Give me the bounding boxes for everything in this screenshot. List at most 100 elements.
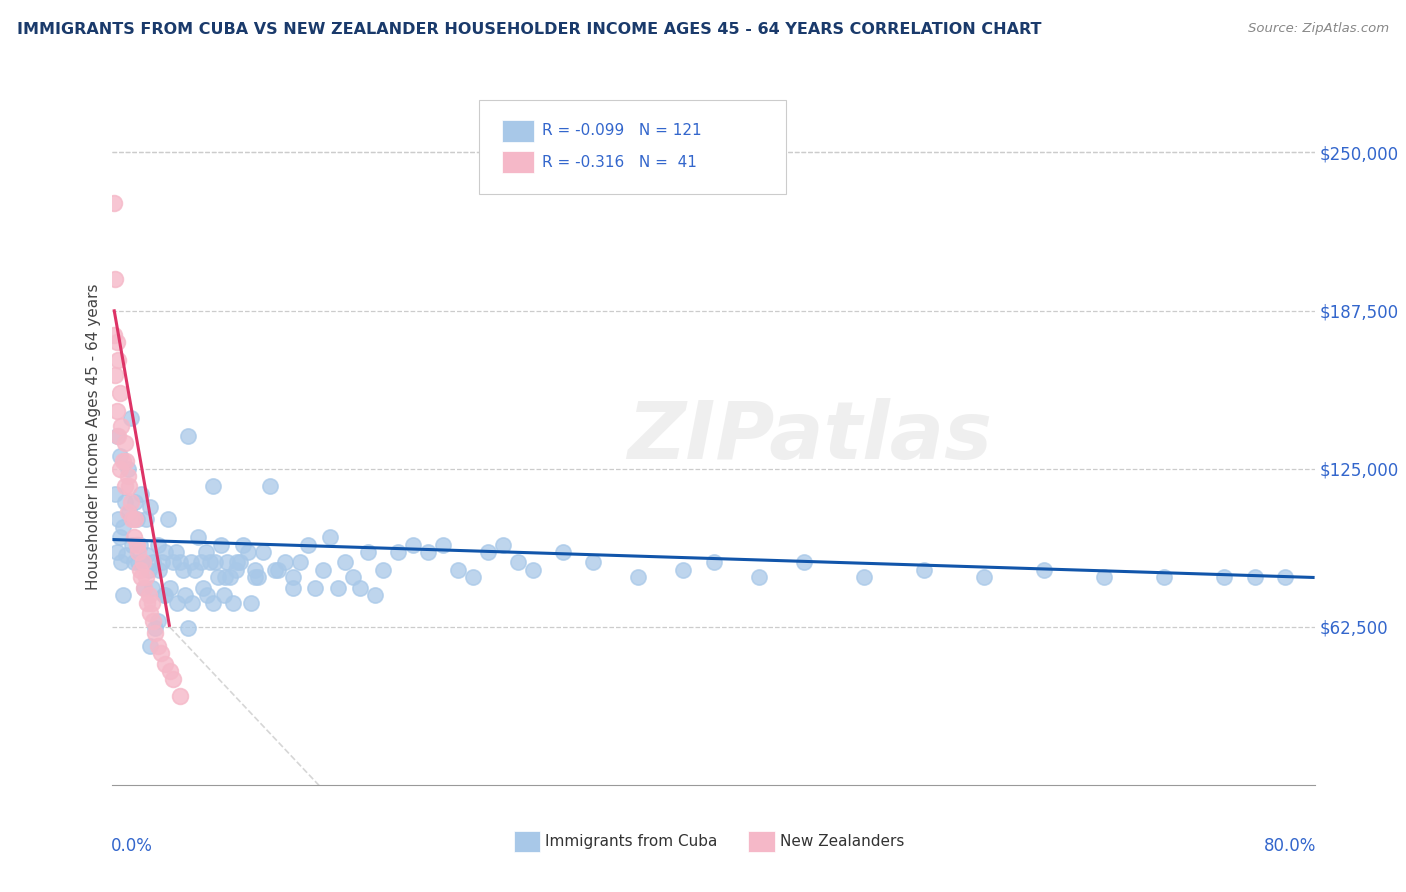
Point (169, 555, 191, 569)
Point (187, 530, 209, 544)
Point (132, 581, 155, 595)
Point (146, 614, 169, 628)
Point (108, 461, 131, 475)
FancyBboxPatch shape (479, 100, 786, 194)
Point (522, 563, 544, 577)
Point (115, 548, 138, 562)
Point (103, 327, 125, 342)
Point (124, 512, 146, 526)
Point (127, 555, 149, 569)
Point (148, 563, 170, 577)
Point (138, 563, 160, 577)
Point (117, 469, 139, 483)
Point (1033, 563, 1056, 577)
Point (191, 581, 214, 595)
Point (364, 588, 387, 602)
Point (319, 530, 342, 544)
Point (159, 581, 181, 595)
Point (492, 538, 515, 552)
Point (239, 596, 262, 610)
Point (274, 555, 297, 569)
Point (159, 664, 181, 678)
Point (371, 563, 394, 577)
Point (236, 545, 259, 559)
Point (181, 596, 204, 610)
Point (139, 639, 162, 653)
Point (136, 596, 159, 610)
Point (176, 621, 198, 635)
Point (114, 479, 136, 493)
Point (416, 545, 439, 559)
Point (232, 538, 254, 552)
Point (152, 588, 174, 602)
Point (153, 545, 176, 559)
Point (128, 563, 150, 577)
Point (124, 494, 146, 508)
Text: ZIPatlas: ZIPatlas (627, 398, 993, 476)
Point (127, 545, 149, 559)
Point (107, 512, 129, 526)
Point (105, 429, 128, 443)
Text: 0.0%: 0.0% (111, 837, 153, 855)
FancyBboxPatch shape (502, 120, 534, 142)
Point (105, 335, 128, 350)
Point (153, 588, 176, 602)
Point (477, 545, 499, 559)
Point (335, 555, 357, 569)
Point (342, 570, 364, 584)
Point (912, 563, 935, 577)
Point (146, 639, 169, 653)
Point (141, 596, 163, 610)
Point (312, 563, 335, 577)
Point (508, 555, 530, 569)
Point (132, 581, 155, 595)
Point (125, 512, 148, 526)
Point (259, 479, 281, 493)
Point (157, 512, 180, 526)
Point (215, 555, 238, 569)
Point (150, 555, 173, 569)
Point (357, 545, 380, 559)
Point (107, 352, 129, 367)
Point (447, 563, 470, 577)
Point (122, 555, 145, 569)
Point (111, 454, 134, 468)
Point (131, 555, 153, 569)
Point (1213, 570, 1236, 584)
Point (131, 555, 153, 569)
Point (194, 545, 217, 559)
Point (108, 449, 131, 463)
Point (129, 570, 152, 584)
Point (793, 555, 815, 569)
Point (149, 647, 172, 661)
Point (304, 581, 326, 595)
Point (169, 690, 191, 704)
Point (198, 555, 221, 569)
Text: 80.0%: 80.0% (1264, 837, 1316, 855)
Point (120, 411, 142, 425)
Text: IMMIGRANTS FROM CUBA VS NEW ZEALANDER HOUSEHOLDER INCOME AGES 45 - 64 YEARS CORR: IMMIGRANTS FROM CUBA VS NEW ZEALANDER HO… (17, 22, 1042, 37)
Point (118, 505, 141, 519)
Point (290, 555, 312, 569)
Point (105, 403, 128, 417)
Point (349, 581, 371, 595)
Point (162, 555, 184, 569)
Point (245, 570, 267, 584)
Point (139, 500, 162, 514)
Point (114, 436, 136, 450)
FancyBboxPatch shape (502, 151, 534, 173)
Point (225, 563, 247, 577)
Point (141, 581, 163, 595)
Point (166, 596, 188, 610)
Point (582, 555, 605, 569)
Point (297, 538, 319, 552)
Point (128, 538, 150, 552)
Point (245, 563, 267, 577)
Point (104, 272, 127, 286)
Point (263, 563, 285, 577)
Point (110, 555, 132, 569)
Point (105, 545, 128, 559)
Point (176, 429, 198, 443)
Text: Immigrants from Cuba: Immigrants from Cuba (546, 834, 717, 849)
Point (267, 563, 290, 577)
